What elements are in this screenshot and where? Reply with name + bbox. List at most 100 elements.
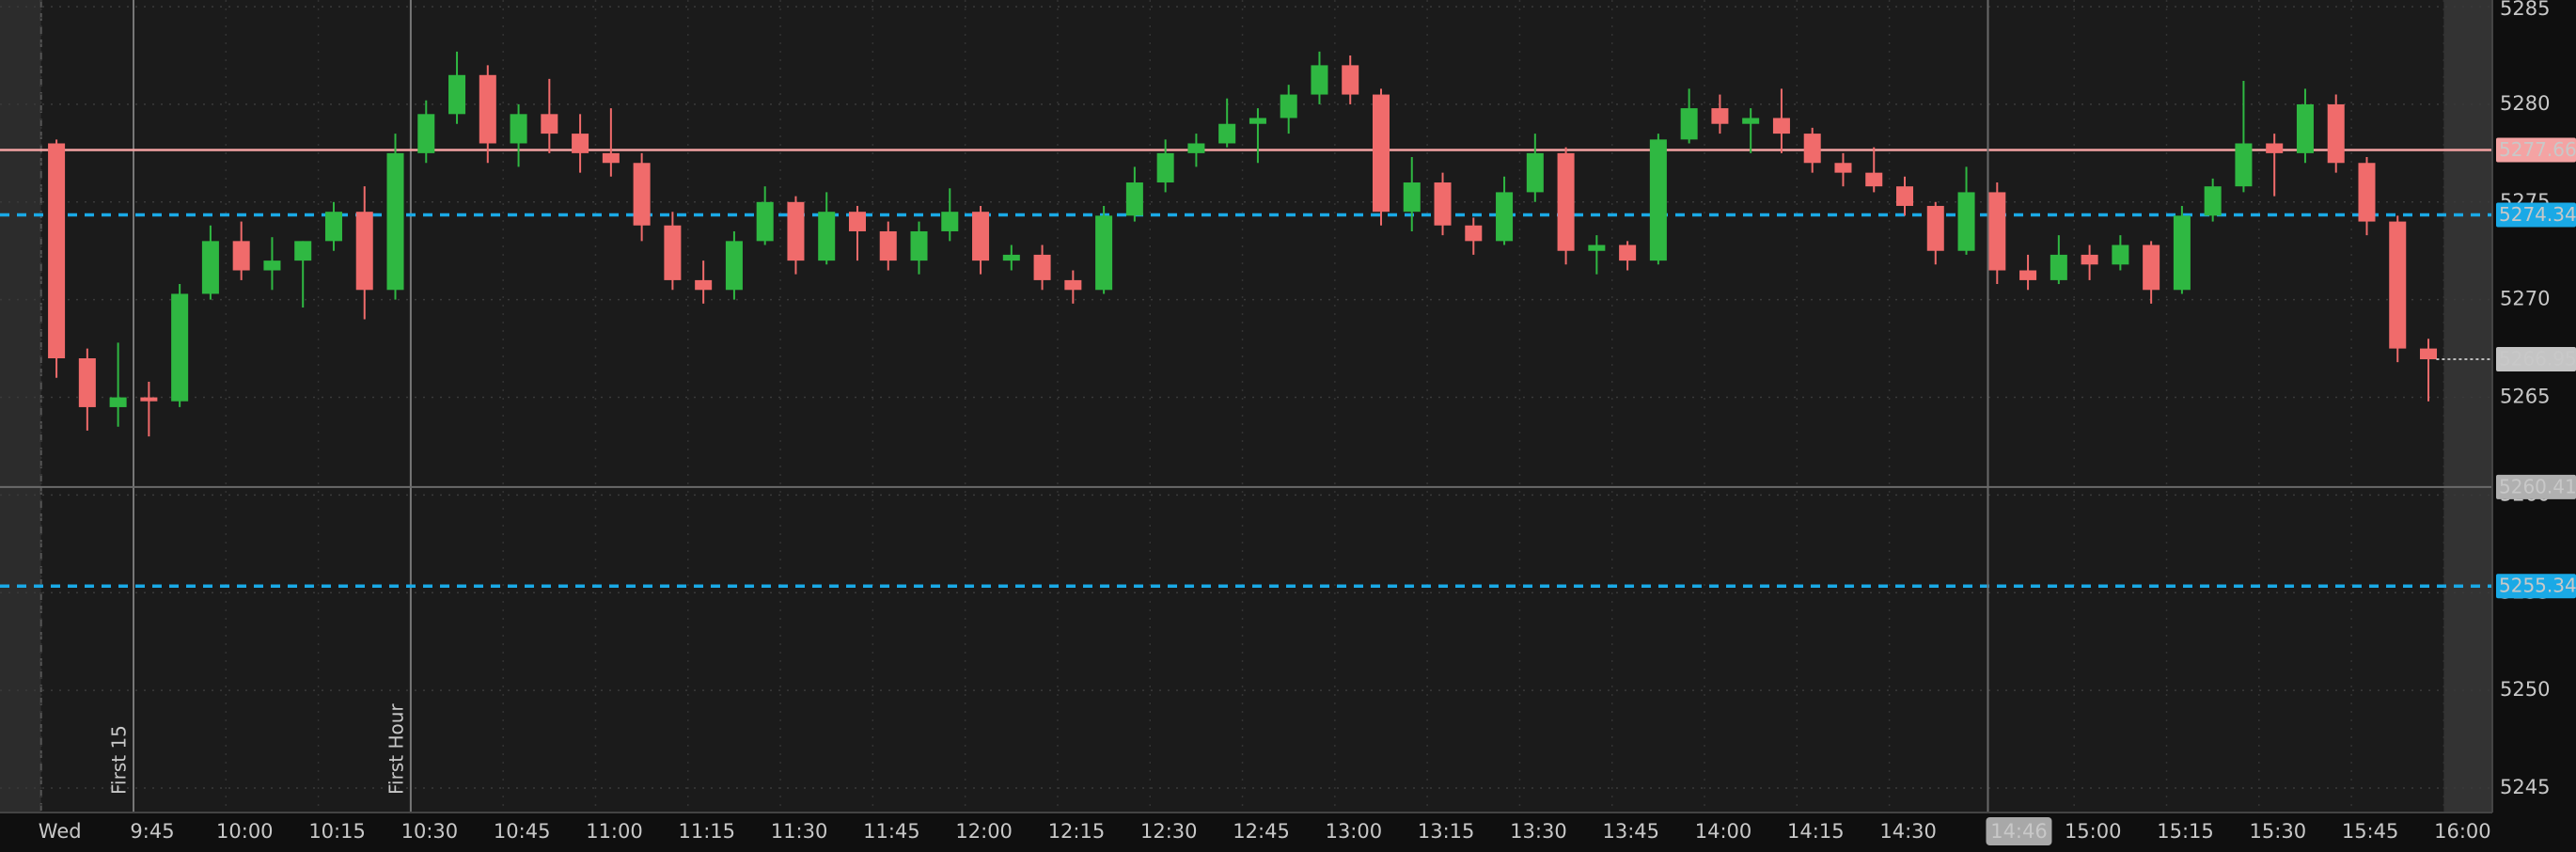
candle-body bbox=[201, 241, 219, 294]
candle-body bbox=[2389, 221, 2407, 349]
x-tick-label: 12:45 bbox=[1233, 820, 1290, 843]
candle-body bbox=[2050, 254, 2067, 280]
candle-body bbox=[2173, 215, 2191, 291]
candle-body bbox=[1064, 279, 1082, 291]
x-tick-label: 10:00 bbox=[216, 820, 274, 843]
x-tick-label: 13:00 bbox=[1326, 820, 1383, 843]
candle-body bbox=[2358, 163, 2376, 222]
x-tick-label: Wed bbox=[39, 820, 82, 843]
x-tick-label: 12:00 bbox=[955, 820, 1013, 843]
x-tick-label: 9:45 bbox=[130, 820, 174, 843]
candle-body bbox=[510, 114, 527, 144]
candle-body bbox=[1895, 186, 1914, 206]
x-tick-label: 11:45 bbox=[863, 820, 920, 843]
candle-body bbox=[263, 260, 281, 271]
candle-body bbox=[1865, 172, 1883, 187]
candle-body bbox=[1834, 163, 1852, 173]
postmarket-shade bbox=[2443, 0, 2492, 813]
y-tick-label: 5280 bbox=[2500, 92, 2550, 115]
candle-body bbox=[324, 212, 342, 242]
y-tick-label: 5270 bbox=[2500, 288, 2550, 310]
candle-body bbox=[1957, 192, 1975, 251]
candle-body bbox=[664, 225, 682, 280]
y-tick-label: 5250 bbox=[2500, 678, 2550, 701]
candle-body bbox=[1403, 182, 1421, 213]
candle-body bbox=[171, 293, 189, 402]
candle-body bbox=[2112, 245, 2129, 265]
candle-body bbox=[818, 212, 836, 261]
candle-body bbox=[541, 114, 558, 134]
crosshair-y-label-box bbox=[2496, 474, 2576, 499]
candle-body bbox=[2081, 254, 2098, 265]
candle-body bbox=[1496, 192, 1514, 242]
candle-body bbox=[109, 397, 127, 407]
candle-body bbox=[355, 212, 373, 291]
level-label: 5277.66 bbox=[2499, 138, 2576, 161]
candle-body bbox=[1033, 254, 1051, 280]
candle-body bbox=[1125, 182, 1143, 216]
x-tick-label: 10:15 bbox=[308, 820, 366, 843]
candle-body bbox=[78, 357, 96, 407]
candle-body bbox=[1772, 118, 1790, 134]
candle-body bbox=[1988, 192, 2006, 271]
level-label: 5255.34 bbox=[2499, 575, 2576, 597]
candle-body bbox=[232, 241, 250, 271]
x-tick-label: 13:30 bbox=[1510, 820, 1567, 843]
candle-body bbox=[2019, 270, 2037, 280]
x-tick-label: 12:30 bbox=[1140, 820, 1198, 843]
candle-body bbox=[1526, 152, 1544, 193]
candle-body bbox=[756, 201, 774, 242]
x-tick-label: 11:00 bbox=[586, 820, 643, 843]
candle-body bbox=[294, 241, 312, 261]
y-tick-label: 5245 bbox=[2500, 776, 2550, 798]
crosshair-x-label: 14:46 bbox=[1990, 820, 2048, 843]
annotation-label: First Hour bbox=[385, 703, 407, 795]
candle-body bbox=[602, 152, 620, 164]
candle-body bbox=[1342, 65, 1359, 95]
level-label-box bbox=[2496, 202, 2576, 228]
candle-body bbox=[2296, 103, 2314, 153]
last-price-label: 5266.95 bbox=[2499, 348, 2576, 371]
candle-body bbox=[1557, 152, 1575, 251]
candle-body bbox=[1711, 108, 1729, 124]
x-tick-label: 16:00 bbox=[2434, 820, 2491, 843]
candle-body bbox=[1649, 139, 1667, 261]
x-tick-label: 14:30 bbox=[1879, 820, 1937, 843]
x-tick-label: 13:15 bbox=[1418, 820, 1475, 843]
candle-body bbox=[1434, 182, 1452, 226]
candle-body bbox=[1803, 134, 1821, 164]
candle-body bbox=[2266, 143, 2284, 153]
candle-body bbox=[633, 163, 651, 226]
candle-body bbox=[1002, 254, 1020, 261]
last-price-label-box bbox=[2496, 347, 2576, 372]
x-tick-label: 11:15 bbox=[679, 820, 736, 843]
candle-body bbox=[695, 279, 713, 291]
level-label: 5274.34 bbox=[2499, 203, 2576, 226]
y-tick-label: 5285 bbox=[2500, 0, 2550, 20]
candle-body bbox=[725, 241, 743, 291]
candle-body bbox=[1465, 225, 1483, 242]
candle-body bbox=[1311, 65, 1328, 95]
x-tick-label: 11:30 bbox=[771, 820, 828, 843]
candle-body bbox=[572, 134, 589, 153]
candle-body bbox=[2143, 245, 2160, 291]
x-tick-label: 15:45 bbox=[2342, 820, 2399, 843]
crosshair-x-label-box bbox=[1986, 817, 2052, 845]
candle-body bbox=[1218, 123, 1236, 144]
y-tick-label: 5265 bbox=[2500, 386, 2550, 408]
x-tick-label: 15:30 bbox=[2250, 820, 2307, 843]
candle-body bbox=[1156, 152, 1174, 183]
candle-body bbox=[2420, 348, 2438, 360]
x-tick-label: 14:15 bbox=[1787, 820, 1845, 843]
x-axis-bg bbox=[0, 813, 2576, 852]
x-tick-label: 15:00 bbox=[2065, 820, 2122, 843]
candle-body bbox=[972, 212, 990, 261]
x-tick-label: 14:00 bbox=[1695, 820, 1752, 843]
candle-body bbox=[1372, 94, 1390, 213]
level-label-box bbox=[2496, 574, 2576, 599]
level-label-box bbox=[2496, 137, 2576, 163]
candle-body bbox=[1588, 245, 1606, 251]
candle-body bbox=[2235, 143, 2253, 187]
candle-body bbox=[941, 212, 959, 231]
x-tick-label: 10:30 bbox=[401, 820, 459, 843]
